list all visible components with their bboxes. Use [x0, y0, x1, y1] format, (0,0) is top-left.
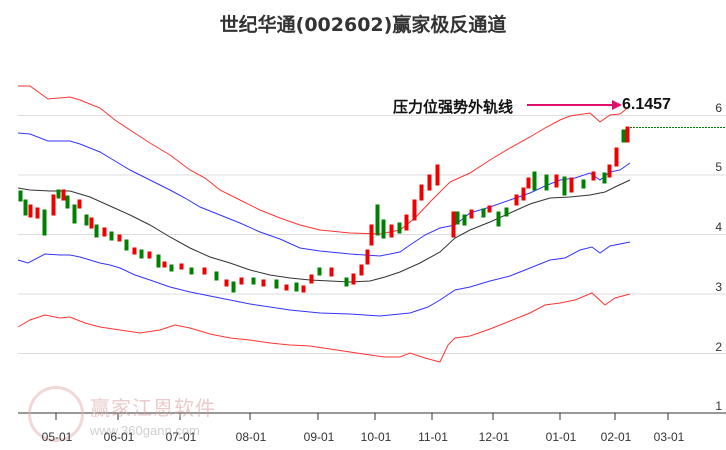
outer-lower-band — [17, 292, 631, 363]
x-tick-label: 09-01 — [303, 430, 335, 444]
watermark-text: 赢家江恩软件 — [90, 396, 216, 420]
annotation-arrow — [527, 100, 622, 110]
middle-line — [17, 179, 631, 283]
y-tick-label: 4 — [715, 220, 722, 234]
inner-lower-band — [17, 241, 631, 317]
x-tick-label: 06-01 — [103, 430, 135, 444]
x-tick-label: 08-01 — [235, 430, 267, 444]
x-ticks — [55, 413, 669, 420]
x-tick-label: 07-01 — [165, 430, 197, 444]
inner-upper-band — [17, 132, 631, 257]
y-tick-label: 5 — [715, 160, 722, 174]
x-tick-label: 03-01 — [653, 430, 685, 444]
annotation-value: 6.1457 — [622, 96, 671, 113]
watermark-url: www.360gann.com — [90, 423, 200, 438]
x-tick-label: 05-01 — [41, 430, 73, 444]
y-tick-label: 2 — [715, 340, 722, 354]
y-tick-label: 1 — [715, 399, 722, 413]
y-tick-label: 3 — [715, 280, 722, 294]
outer-upper-band — [18, 85, 631, 235]
x-tick-label: 12-01 — [478, 430, 510, 444]
x-tick-label: 02-01 — [600, 430, 632, 444]
chart-title: 世纪华通(002602)赢家极反通道 — [219, 14, 507, 36]
x-tick-label: 11-01 — [418, 430, 448, 444]
x-tick-label: 01-01 — [545, 430, 577, 444]
watermark-logo — [28, 386, 84, 442]
annotation-label: 压力位强势外轨线 — [393, 98, 514, 116]
y-tick-label: 6 — [715, 101, 722, 115]
candles — [18, 126, 630, 293]
x-tick-label: 10-01 — [360, 430, 392, 444]
